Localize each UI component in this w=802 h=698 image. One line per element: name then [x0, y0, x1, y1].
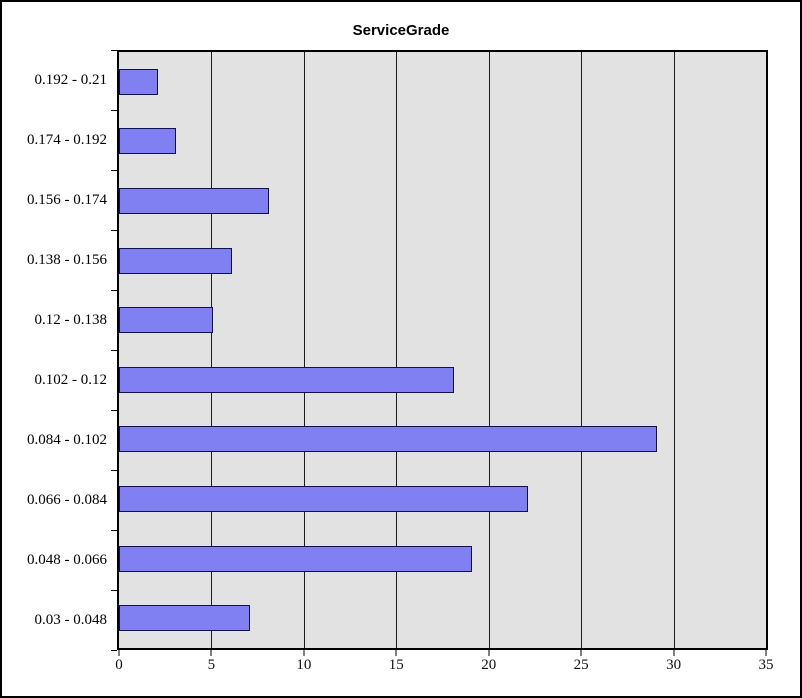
histogram-bar[interactable]	[119, 247, 232, 274]
gridline	[488, 52, 490, 648]
bar-row	[119, 290, 766, 350]
bar-row	[119, 171, 766, 231]
histogram-bar[interactable]	[119, 128, 177, 155]
x-axis-tick-label: 20	[481, 657, 497, 673]
gridline	[396, 52, 398, 648]
gridline	[303, 52, 305, 648]
y-axis-label: 0.192 - 0.21	[34, 71, 108, 88]
y-axis-tick	[111, 230, 117, 231]
y-axis-tick	[111, 650, 117, 651]
bar-row	[119, 410, 766, 470]
y-axis-tick	[111, 530, 117, 531]
histogram-bar[interactable]	[119, 485, 528, 512]
x-axis-tick	[765, 650, 767, 656]
y-axis-labels: 0.192 - 0.21 0.174 - 0.192 0.156 - 0.174 0.…	[2, 50, 107, 650]
gridline	[581, 52, 583, 648]
bars	[119, 52, 766, 648]
y-axis-label: 0.138 - 0.156	[27, 251, 107, 268]
x-axis-tick	[673, 650, 675, 656]
bar-row	[119, 350, 766, 410]
histogram-bar[interactable]	[119, 307, 214, 334]
y-axis-label: 0.03 - 0.048	[34, 611, 108, 628]
y-axis-tick	[111, 290, 117, 291]
y-axis-tick	[111, 110, 117, 111]
bar-row	[119, 529, 766, 589]
histogram-bar[interactable]	[119, 545, 473, 572]
bar-row	[119, 588, 766, 648]
y-axis-label: 0.048 - 0.066	[27, 551, 107, 568]
x-axis-tick	[303, 650, 305, 656]
plot-area	[117, 50, 768, 650]
y-axis-tick	[111, 170, 117, 171]
y-axis-tick	[111, 410, 117, 411]
y-axis-label: 0.084 - 0.102	[27, 431, 107, 448]
gridline	[673, 52, 675, 648]
y-axis-tick	[111, 590, 117, 591]
histogram-bar[interactable]	[119, 366, 454, 393]
bar-row	[119, 469, 766, 529]
x-axis-tick-label: 30	[666, 657, 682, 673]
x-axis-tick	[118, 650, 120, 656]
x-axis-tick-label: 25	[573, 657, 589, 673]
histogram-bar[interactable]	[119, 68, 158, 95]
x-axis-tick-label: 5	[207, 657, 216, 673]
bar-row	[119, 231, 766, 291]
x-axis-tick	[210, 650, 212, 656]
y-axis-tick	[111, 350, 117, 351]
histogram-bar[interactable]	[119, 605, 251, 632]
x-axis-tick-label: 0	[115, 657, 123, 673]
x-axis-tick	[395, 650, 397, 656]
x-axis-tick	[488, 650, 490, 656]
x-axis-tick	[580, 650, 582, 656]
x-axis-tick-label: 35	[758, 657, 774, 673]
x-axis-tick-label: 15	[388, 657, 404, 673]
y-axis-label: 0.102 - 0.12	[34, 371, 108, 388]
y-axis-tick	[111, 470, 117, 471]
y-axis-label: 0.066 - 0.084	[27, 491, 107, 508]
gridline	[211, 52, 213, 648]
histogram-bar[interactable]	[119, 187, 269, 214]
chart-title: ServiceGrade	[352, 22, 450, 39]
histogram-bar[interactable]	[119, 426, 658, 453]
x-axis: 0 5 10 15 20 25 30 35	[115, 650, 774, 680]
y-axis-label: 0.156 - 0.174	[27, 191, 107, 208]
x-axis-tick-label: 10	[296, 657, 312, 673]
bar-row	[119, 52, 766, 112]
y-axis-label: 0.174 - 0.192	[27, 131, 107, 148]
y-axis-label: 0.12 - 0.138	[34, 311, 108, 328]
bar-row	[119, 112, 766, 172]
y-axis-tick	[111, 50, 117, 51]
